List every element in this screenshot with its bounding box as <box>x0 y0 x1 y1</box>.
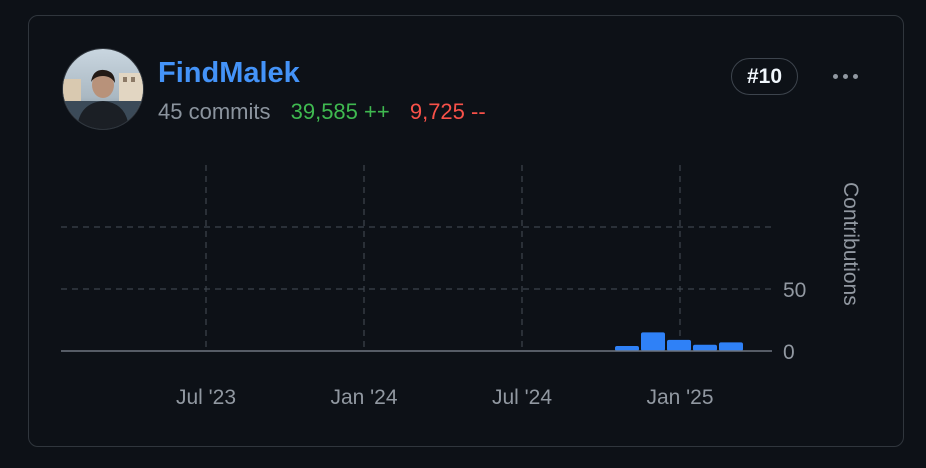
x-tick-label: Jan '25 <box>646 386 713 409</box>
deletions-count: 9,725 -- <box>409 99 486 124</box>
y-axis-label: Contributions <box>839 182 862 306</box>
contribution-bar <box>693 344 717 351</box>
contribution-bar <box>641 332 665 351</box>
contribution-bar <box>615 346 639 351</box>
username-link[interactable]: FindMalek <box>158 57 300 89</box>
y-axis-ticks: 50 0 <box>783 279 806 364</box>
x-tick-label: Jan '24 <box>330 386 397 409</box>
chart-bars <box>615 332 743 351</box>
more-options-icon[interactable] <box>825 64 865 88</box>
contributor-card: FindMalek 45 commits 39,585 ++ 9,725 -- … <box>28 15 904 447</box>
chart-gridlines <box>61 165 772 351</box>
x-tick-label: Jul '23 <box>176 386 236 409</box>
commits-count[interactable]: 45 commits <box>158 99 271 124</box>
avatar[interactable] <box>62 48 144 130</box>
y-tick-label: 0 <box>783 341 795 364</box>
contribution-bar <box>667 339 691 351</box>
x-tick-label: Jul '24 <box>492 386 552 409</box>
y-tick-label: 50 <box>783 279 806 302</box>
additions-count: 39,585 ++ <box>290 99 390 124</box>
contribution-stats: 45 commits 39,585 ++ 9,725 -- <box>158 98 486 126</box>
x-axis-ticks: Jul '23 Jan '24 Jul '24 Jan '25 <box>176 386 714 409</box>
contribution-bar <box>719 342 743 351</box>
rank-badge: #10 <box>731 58 798 95</box>
